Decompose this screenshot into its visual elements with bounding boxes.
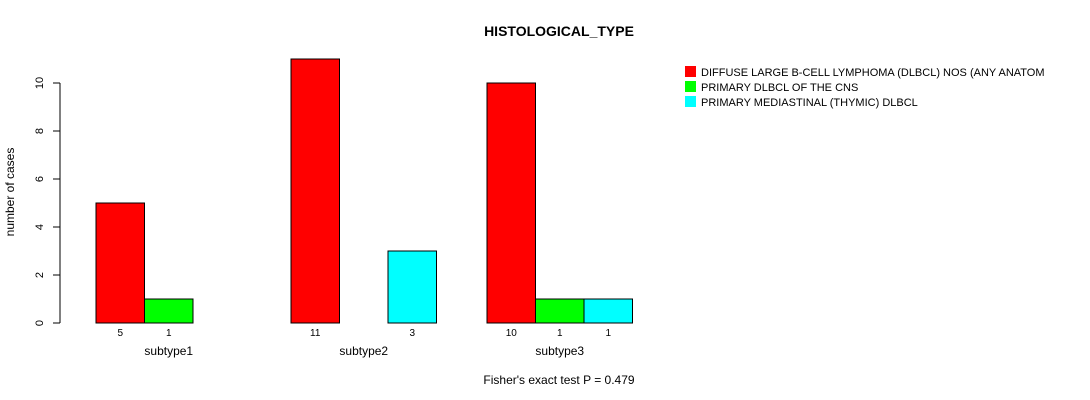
bar-subtype2-series-1 [290, 58, 340, 324]
y-axis: 0 2 4 6 8 10 [34, 77, 61, 326]
y-tick-label: 8 [34, 128, 46, 134]
legend-label: PRIMARY DLBCL OF THE CNS [701, 82, 858, 94]
category-label-subtype2: subtype2 [339, 344, 388, 358]
category-labels-group: subtype1 subtype2 subtype3 [144, 344, 584, 358]
bar-subtype3-series-3 [583, 298, 633, 324]
legend-swatch [685, 81, 696, 92]
bar-value-label: 1 [605, 328, 611, 339]
legend-swatch [685, 96, 696, 107]
bar-value-label: 1 [557, 328, 563, 339]
bars-group [95, 58, 633, 324]
value-labels-group: 5 1 11 3 10 1 1 [117, 328, 611, 339]
bar-value-label: 11 [310, 328, 321, 339]
bar-value-label: 3 [409, 328, 415, 339]
y-tick-label: 4 [34, 224, 46, 230]
y-tick-label: 0 [34, 320, 46, 326]
bar-subtype3-series-2 [535, 298, 585, 324]
fisher-test-footnote: Fisher's exact test P = 0.479 [483, 373, 634, 387]
legend-swatch [685, 66, 696, 77]
chart-title: HISTOLOGICAL_TYPE [484, 23, 634, 39]
legend: DIFFUSE LARGE B-CELL LYMPHOMA (DLBCL) NO… [685, 66, 1045, 109]
y-tick-label: 2 [34, 272, 46, 278]
bar-subtype2-series-3 [387, 250, 437, 324]
y-tick-label: 10 [34, 77, 46, 89]
y-axis-label: number of cases [3, 148, 17, 237]
bar-subtype1-series-2 [144, 298, 194, 324]
bar-subtype1-series-1 [95, 202, 145, 324]
y-tick-label: 6 [34, 176, 46, 182]
legend-label: PRIMARY MEDIASTINAL (THYMIC) DLBCL [701, 97, 918, 109]
bar-value-label: 5 [117, 328, 123, 339]
bar-subtype3-series-1 [486, 82, 536, 324]
category-label-subtype1: subtype1 [144, 344, 193, 358]
category-label-subtype3: subtype3 [535, 344, 584, 358]
bar-value-label: 1 [166, 328, 172, 339]
legend-label: DIFFUSE LARGE B-CELL LYMPHOMA (DLBCL) NO… [701, 67, 1045, 79]
bar-value-label: 10 [506, 328, 518, 339]
